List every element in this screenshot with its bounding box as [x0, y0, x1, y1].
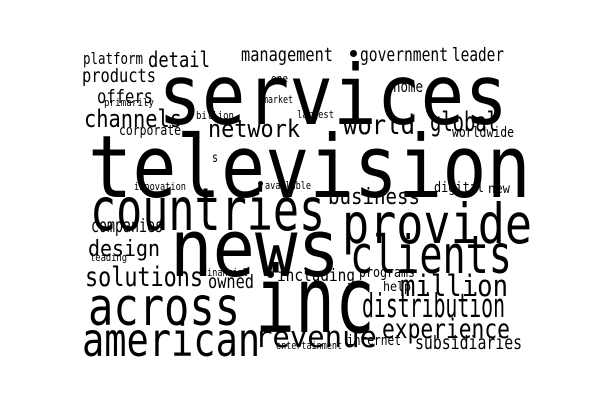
- word-solutions: solutions: [85, 263, 203, 293]
- word-world: world: [343, 111, 415, 141]
- word-inc: inc: [255, 247, 375, 354]
- word-offers: offers: [97, 87, 153, 108]
- word-primarily: primarily: [104, 97, 154, 109]
- word-owned: owned: [208, 272, 255, 293]
- word-programs: programs: [359, 265, 416, 281]
- word-revenue: revenue: [255, 320, 377, 354]
- word-corporate: corporate: [119, 123, 182, 139]
- word-news: news: [170, 203, 340, 295]
- word-platform: platform: [83, 49, 143, 68]
- dot-including: [267, 271, 274, 278]
- word-one: one: [271, 73, 289, 85]
- dot-available: [258, 181, 263, 186]
- dot-government: [350, 50, 357, 57]
- word-new: new: [488, 182, 511, 197]
- word-countries: countries: [90, 175, 326, 244]
- word-design: design: [88, 236, 160, 262]
- word-digital: digital: [434, 180, 485, 196]
- word-subsidiaries: subsidiaries: [415, 333, 523, 354]
- word-services: services: [158, 47, 509, 144]
- word-billion: billion: [196, 110, 234, 122]
- word-leading: leading: [90, 252, 128, 264]
- word-largest: largest: [297, 109, 335, 121]
- word-including: including: [277, 266, 355, 286]
- word-help: help: [383, 280, 412, 295]
- word-worldwide: worldwide: [452, 125, 515, 141]
- word-financial: financial: [202, 267, 248, 279]
- word-global: global: [430, 108, 499, 138]
- word-available: available: [265, 180, 311, 192]
- word-television: television: [88, 117, 531, 218]
- word-provide: provide: [342, 193, 533, 257]
- word-leader: leader: [452, 45, 505, 66]
- word-entertainment: entertainment: [276, 340, 343, 352]
- word-companies: companies: [91, 216, 164, 237]
- word-american: american: [82, 313, 261, 367]
- word-market: market: [263, 94, 293, 106]
- word-across: across: [88, 277, 241, 338]
- word-s: s: [212, 151, 218, 166]
- word-business: business: [328, 184, 420, 210]
- word-million: million: [400, 269, 509, 303]
- word-clients: clients: [350, 225, 512, 286]
- word-channels: channels: [84, 105, 183, 133]
- word-innovation: innovation: [134, 181, 186, 193]
- word-government: government: [360, 45, 448, 66]
- word-home: home: [393, 77, 423, 96]
- word-products: products: [82, 66, 157, 87]
- word-experience: experience: [382, 315, 510, 345]
- word-management: management: [241, 45, 333, 66]
- word-detail: detail: [148, 47, 210, 72]
- word-internet: internet: [347, 333, 402, 349]
- word-distribution: distribution: [362, 286, 505, 325]
- word-network: network: [208, 115, 300, 143]
